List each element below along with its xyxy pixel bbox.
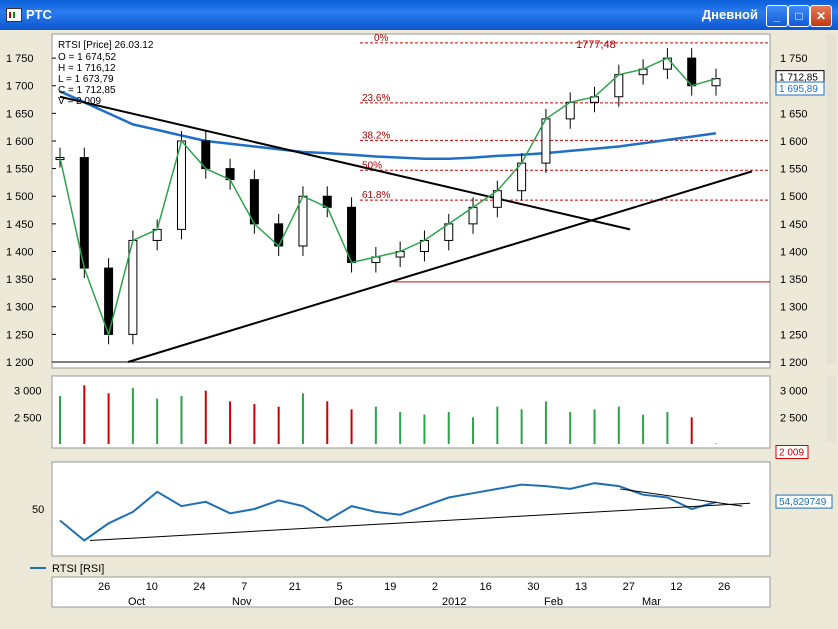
time-axis-month: Nov: [232, 596, 252, 608]
price-right-tick: 1 750: [780, 53, 808, 65]
price-left-tick: 1 350: [6, 274, 34, 286]
price-right-tick: 1 250: [780, 329, 808, 341]
time-axis-day: 21: [289, 581, 301, 593]
price-left-tick: 1 700: [6, 81, 34, 93]
high-value-label: 1777,48: [576, 39, 616, 51]
ohlc-value: H = 1 716,12: [58, 63, 116, 74]
time-axis-month: 2012: [442, 596, 466, 608]
ma-value-label: 1 695,89: [779, 84, 818, 95]
time-axis-month: Feb: [544, 596, 563, 608]
price-right-tick: 1 400: [780, 246, 808, 258]
candle-body: [176, 140, 186, 230]
ma-value-box: [775, 81, 825, 96]
time-axis-day: 30: [527, 581, 539, 593]
close-button[interactable]: ✕: [810, 5, 832, 27]
app-chart-icon: [6, 8, 22, 22]
price-scrollbar[interactable]: [826, 34, 836, 364]
time-axis-day: 26: [98, 581, 110, 593]
fib-level-label: 61.8%: [362, 190, 390, 201]
time-axis-month: Mar: [642, 596, 661, 608]
ohlc-value: C = 1 712,85: [58, 85, 116, 96]
rsi-resistance-line: [619, 488, 743, 507]
ohlc-value: V = 2 009: [58, 96, 102, 107]
price-left-tick: 1 200: [6, 357, 34, 369]
title-bar: РТС Дневной _ □ ✕: [0, 0, 838, 31]
moving-average-line: [59, 90, 717, 160]
volume-right-tick: 3 000: [780, 386, 808, 398]
price-left-tick: 1 500: [6, 191, 34, 203]
price-left-tick: 1 250: [6, 329, 34, 341]
price-right-tick: 1 550: [780, 164, 808, 176]
last-volume-label: 2 009: [779, 448, 804, 459]
support-trendline: [127, 170, 753, 363]
time-axis-day: 12: [670, 581, 682, 593]
fib-level-label: 38.2%: [362, 130, 390, 141]
price-left-tick: 1 650: [6, 108, 34, 120]
fib-level-label: 23.6%: [362, 93, 390, 104]
fib-level-label: 50%: [362, 160, 382, 171]
volume-right-tick: 2 500: [780, 412, 808, 424]
price-left-tick: 1 750: [6, 53, 34, 65]
rsi-trendline: [89, 502, 751, 542]
time-axis-day: 13: [575, 581, 587, 593]
rsi-line: [59, 482, 717, 542]
last-volume-box: [775, 445, 809, 460]
rsi-legend-label: RTSI [RSI]: [52, 563, 104, 575]
time-axis-day: 7: [241, 581, 247, 593]
window-title: РТС: [26, 7, 52, 22]
ohlc-value: O = 1 674,52: [58, 52, 117, 63]
fib-level-label: 0%: [374, 33, 389, 44]
price-left-tick: 1 550: [6, 164, 34, 176]
time-axis-bg: [51, 576, 771, 608]
price-right-tick: 1 450: [780, 219, 808, 231]
price-plot-bg[interactable]: [51, 33, 771, 369]
volume-left-tick: 2 500: [14, 412, 42, 424]
ohlc-value: L = 1 673,79: [58, 74, 114, 85]
time-axis-day: 16: [480, 581, 492, 593]
rsi-left-tick: 50: [32, 504, 44, 516]
price-left-tick: 1 600: [6, 136, 34, 148]
time-axis-day: 10: [146, 581, 158, 593]
price-close-line: [59, 57, 717, 337]
maximize-button[interactable]: □: [788, 5, 810, 27]
rsi-value-box: [775, 494, 833, 509]
time-axis-day: 24: [193, 581, 205, 593]
rsi-plot-bg[interactable]: [51, 461, 771, 557]
chart-svg[interactable]: 0% 23.6% 38.2% 50% 61.8% 1777,48 1 750 1 750 1 …: [0, 30, 838, 624]
price-header: RTSI [Price] 26.03.12: [58, 40, 154, 51]
time-axis-day: 27: [623, 581, 635, 593]
candle-body: [541, 118, 551, 164]
minimize-button[interactable]: _: [766, 5, 788, 27]
price-left-tick: 1 400: [6, 246, 34, 258]
time-axis-day: 26: [718, 581, 730, 593]
time-axis-day: 5: [336, 581, 342, 593]
resistance-trendline: [59, 95, 631, 231]
price-right-tick: 1 600: [780, 136, 808, 148]
chart-area[interactable]: 0% 23.6% 38.2% 50% 61.8% 1777,48 1 750 1 750 1 …: [0, 30, 838, 624]
time-axis-month: Dec: [334, 596, 354, 608]
price-right-tick: 1 350: [780, 274, 808, 286]
last-price-label: 1 712,85: [779, 73, 818, 84]
time-axis-month: Oct: [128, 596, 145, 608]
period-label[interactable]: Дневной: [701, 7, 758, 22]
rsi-value-label: 54,829749: [779, 497, 827, 508]
price-right-tick: 1 300: [780, 302, 808, 314]
volume-plot-bg[interactable]: [51, 375, 771, 449]
price-right-tick: 1 200: [780, 357, 808, 369]
price-right-tick: 1 650: [780, 108, 808, 120]
volume-left-tick: 3 000: [14, 386, 42, 398]
price-left-tick: 1 450: [6, 219, 34, 231]
time-axis-day: 19: [384, 581, 396, 593]
volume-scrollbar[interactable]: [826, 376, 836, 442]
time-axis-day: 2: [432, 581, 438, 593]
price-right-tick: 1 500: [780, 191, 808, 203]
price-left-tick: 1 300: [6, 302, 34, 314]
candle-body: [128, 239, 138, 335]
candle-body: [79, 157, 89, 269]
